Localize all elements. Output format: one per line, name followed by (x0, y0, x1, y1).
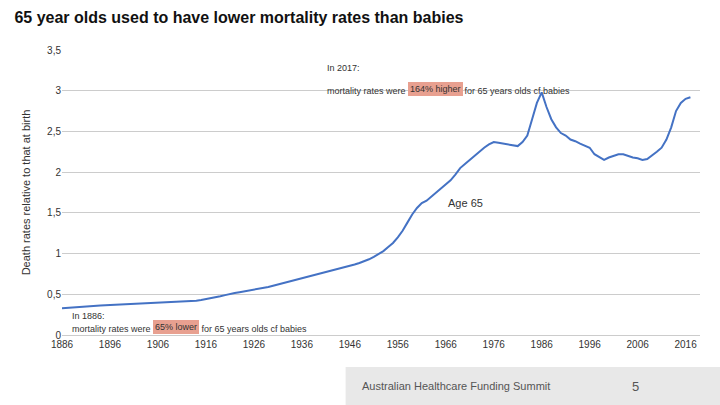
svg-text:mortality rates were: mortality rates were (327, 86, 408, 96)
svg-text:65 year olds used to have lowe: 65 year olds used to have lower mortalit… (14, 9, 463, 26)
svg-text:164% higher: 164% higher (410, 84, 461, 94)
svg-text:Australian Healthcare Funding: Australian Healthcare Funding Summit (362, 380, 550, 392)
svg-text:3,5: 3,5 (47, 45, 61, 56)
svg-text:1976: 1976 (483, 339, 506, 350)
svg-text:2006: 2006 (627, 339, 650, 350)
svg-text:1956: 1956 (387, 339, 410, 350)
svg-text:1986: 1986 (531, 339, 554, 350)
svg-text:1926: 1926 (243, 339, 266, 350)
svg-text:1896: 1896 (99, 339, 122, 350)
svg-text:5: 5 (632, 379, 639, 394)
svg-text:2: 2 (55, 167, 61, 178)
svg-text:2016: 2016 (674, 339, 697, 350)
svg-text:Death rates relative to that a: Death rates relative to that at birth (20, 110, 32, 276)
svg-text:65% lower: 65% lower (155, 322, 197, 332)
svg-text:1996: 1996 (579, 339, 602, 350)
svg-text:1916: 1916 (195, 339, 218, 350)
svg-text:In 1886:: In 1886: (72, 311, 105, 321)
svg-text:0: 0 (55, 330, 61, 341)
svg-text:1906: 1906 (147, 339, 170, 350)
svg-text:for 65 years olds cf babies: for 65 years olds cf babies (199, 324, 307, 334)
svg-text:mortality rates were: mortality rates were (72, 324, 153, 334)
svg-text:1936: 1936 (291, 339, 314, 350)
svg-text:In 2017:: In 2017: (327, 63, 360, 73)
svg-text:1886: 1886 (51, 339, 74, 350)
svg-text:1946: 1946 (339, 339, 362, 350)
svg-text:for 65 years olds cf babies: for 65 years olds cf babies (462, 86, 570, 96)
svg-text:Age 65: Age 65 (448, 197, 483, 209)
svg-text:1,5: 1,5 (47, 207, 61, 218)
svg-text:0,5: 0,5 (47, 289, 61, 300)
svg-text:3: 3 (55, 85, 61, 96)
svg-text:1966: 1966 (435, 339, 458, 350)
svg-text:2,5: 2,5 (47, 126, 61, 137)
svg-text:1: 1 (55, 248, 61, 259)
